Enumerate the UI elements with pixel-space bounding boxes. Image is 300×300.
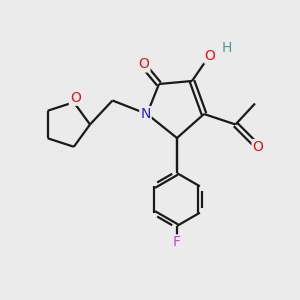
Text: F: F: [173, 236, 181, 249]
Text: O: O: [139, 58, 149, 71]
Text: O: O: [205, 49, 215, 62]
Text: O: O: [253, 140, 263, 154]
Text: O: O: [70, 91, 81, 105]
Text: H: H: [221, 41, 232, 55]
Text: N: N: [140, 107, 151, 121]
